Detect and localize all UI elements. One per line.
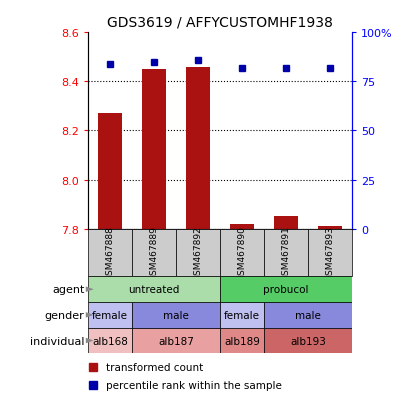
Bar [88, 302, 132, 328]
Bar [186, 67, 210, 229]
Text: GSM467891: GSM467891 [282, 225, 290, 280]
Text: GSM467892: GSM467892 [194, 225, 202, 280]
Bar [220, 229, 264, 277]
Bar [132, 328, 220, 354]
Bar [88, 328, 132, 354]
Title: GDS3619 / AFFYCUSTOMHF1938: GDS3619 / AFFYCUSTOMHF1938 [107, 15, 333, 29]
Bar [318, 227, 342, 229]
Bar [88, 229, 132, 277]
Bar [88, 277, 220, 302]
Text: GSM467888: GSM467888 [106, 225, 114, 280]
Bar [132, 229, 176, 277]
Bar [308, 229, 352, 277]
Bar [220, 328, 264, 354]
Bar [98, 114, 122, 229]
Text: alb168: alb168 [92, 336, 128, 346]
Bar [176, 229, 220, 277]
Text: percentile rank within the sample: percentile rank within the sample [106, 380, 282, 390]
Text: gender: gender [45, 310, 84, 320]
Text: probucol: probucol [263, 285, 309, 294]
Polygon shape [86, 338, 94, 344]
Polygon shape [86, 312, 94, 318]
Text: alb189: alb189 [224, 336, 260, 346]
Bar [220, 302, 264, 328]
Bar [274, 217, 298, 229]
Text: male: male [295, 310, 321, 320]
Text: agent: agent [52, 285, 84, 294]
Bar [220, 277, 352, 302]
Text: individual: individual [30, 336, 84, 346]
Text: GSM467889: GSM467889 [150, 225, 158, 280]
Text: GSM467893: GSM467893 [326, 225, 334, 280]
Text: GSM467890: GSM467890 [238, 225, 246, 280]
Text: female: female [92, 310, 128, 320]
Bar [132, 302, 220, 328]
Text: alb193: alb193 [290, 336, 326, 346]
Bar [264, 302, 352, 328]
Text: transformed count: transformed count [106, 363, 204, 373]
Bar [230, 224, 254, 229]
Text: untreated: untreated [128, 285, 180, 294]
Bar [264, 229, 308, 277]
Bar [264, 328, 352, 354]
Text: alb187: alb187 [158, 336, 194, 346]
Bar [142, 70, 166, 229]
Text: female: female [224, 310, 260, 320]
Polygon shape [86, 287, 94, 292]
Text: male: male [163, 310, 189, 320]
